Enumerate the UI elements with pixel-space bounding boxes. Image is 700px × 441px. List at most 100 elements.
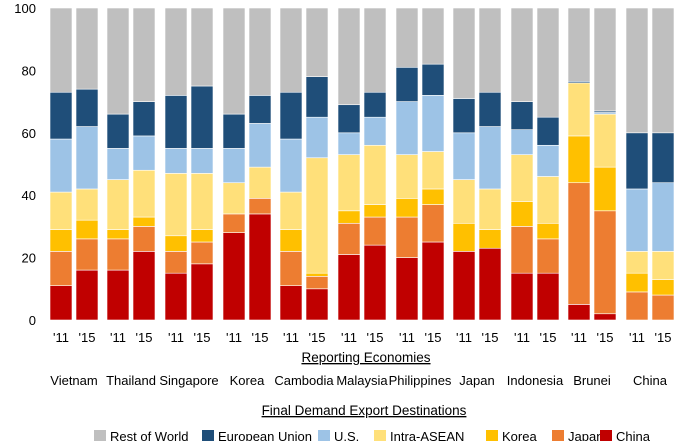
bar-segment xyxy=(567,304,591,321)
economy-label: Brunei xyxy=(573,373,611,388)
bar-segment xyxy=(164,173,188,237)
bar-segment xyxy=(363,91,387,118)
x-tick-label: '11 xyxy=(571,330,587,345)
bar-segment xyxy=(421,188,445,205)
bar-segment xyxy=(164,95,188,149)
bar-segment xyxy=(75,238,99,271)
bar-segment xyxy=(132,251,156,321)
economy-label: Vietnam xyxy=(50,373,97,388)
bar-segment xyxy=(593,313,617,321)
economy-labels: Vietnam Thailand Singapore Korea Cambodia Mal… xyxy=(50,373,667,388)
bars xyxy=(49,7,675,321)
bar-segment xyxy=(593,210,617,315)
x-tick-label: '15 xyxy=(309,330,326,345)
bar-segment xyxy=(222,113,246,149)
legend-swatch xyxy=(94,430,106,441)
y-axis: 0 20 40 60 80 100 xyxy=(14,1,36,328)
bar-segment xyxy=(75,126,99,190)
bar-segment xyxy=(395,154,419,199)
bar-segment xyxy=(49,138,73,193)
x-tick-label: '15 xyxy=(540,330,557,345)
bar-segment xyxy=(536,222,560,240)
legend-swatch xyxy=(486,430,498,441)
bar-segment xyxy=(75,7,99,90)
bar-segment xyxy=(510,201,534,227)
bar-segment xyxy=(132,7,156,102)
bar-segment xyxy=(651,7,675,134)
bar-segment xyxy=(164,148,188,174)
bar-segment xyxy=(651,132,675,184)
bar-segment xyxy=(363,244,387,321)
bar-segment xyxy=(106,269,130,321)
bar-segment xyxy=(49,191,73,230)
x-tick-label: '15 xyxy=(597,330,614,345)
bar-segment xyxy=(651,251,675,280)
y-tick-label: 20 xyxy=(22,251,36,266)
x-tick-label: '15 xyxy=(655,330,672,345)
bar-segment xyxy=(132,169,156,218)
bar-segment xyxy=(305,288,329,321)
legend-label: European Union xyxy=(218,429,312,441)
bar-segment xyxy=(478,126,502,190)
bar-segment xyxy=(106,113,130,149)
legend-label: U.S. xyxy=(334,429,359,441)
bar-segment xyxy=(421,241,445,321)
bar-segment xyxy=(49,91,73,140)
x-tick-label: '15 xyxy=(425,330,442,345)
y-tick-label: 60 xyxy=(22,126,36,141)
bar-segment xyxy=(452,132,476,180)
bar-segment xyxy=(625,7,649,134)
x-tick-label: '15 xyxy=(367,330,384,345)
bar-segment xyxy=(651,279,675,296)
bar-segment xyxy=(395,66,419,102)
x-tick-label: '11 xyxy=(168,330,184,345)
bar-segment xyxy=(452,251,476,321)
bar-segment xyxy=(510,272,534,321)
legend-label: China xyxy=(616,429,651,441)
bar-segment xyxy=(279,7,303,93)
bar-segment xyxy=(248,123,272,168)
x-axis-label: Reporting Economies xyxy=(301,350,430,365)
bar-segment xyxy=(478,91,502,127)
bar-segment xyxy=(536,144,560,177)
legend-label: Rest of World xyxy=(110,429,189,441)
bar-segment xyxy=(279,251,303,286)
bar-segment xyxy=(132,216,156,227)
bar-segment xyxy=(510,154,534,202)
economy-label: Thailand xyxy=(106,373,156,388)
bar-segment xyxy=(452,98,476,134)
y-tick-label: 0 xyxy=(29,313,36,328)
economy-label: Korea xyxy=(230,373,265,388)
bar-segment xyxy=(305,7,329,77)
bar-segment xyxy=(337,104,361,134)
x-tick-label: '11 xyxy=(514,330,530,345)
economy-label: Japan xyxy=(459,373,494,388)
bar-segment xyxy=(593,166,617,212)
bar-segment xyxy=(106,7,130,115)
bar-segment xyxy=(337,210,361,224)
bar-segment xyxy=(363,204,387,218)
bar-segment xyxy=(164,235,188,252)
bar-segment xyxy=(510,129,534,155)
bar-segment xyxy=(279,285,303,321)
bar-segment xyxy=(222,182,246,215)
bar-segment xyxy=(190,148,214,174)
bar-segment xyxy=(222,148,246,184)
bar-segment xyxy=(248,7,272,96)
bar-segment xyxy=(248,198,272,215)
bar-segment xyxy=(106,238,130,271)
economy-label: China xyxy=(633,373,668,388)
bar-segment xyxy=(106,179,130,230)
bar-segment xyxy=(248,166,272,199)
bar-segment xyxy=(190,229,214,243)
bar-segment xyxy=(625,188,649,252)
x-tick-label: '15 xyxy=(79,330,96,345)
bar-segment xyxy=(132,226,156,252)
bar-segment xyxy=(305,116,329,159)
bar-segment xyxy=(248,95,272,124)
bar-segment xyxy=(625,291,649,321)
bar-segment xyxy=(49,251,73,286)
bar-segment xyxy=(190,173,214,230)
bar-segment xyxy=(164,251,188,274)
x-tick-label: '11 xyxy=(399,330,415,345)
